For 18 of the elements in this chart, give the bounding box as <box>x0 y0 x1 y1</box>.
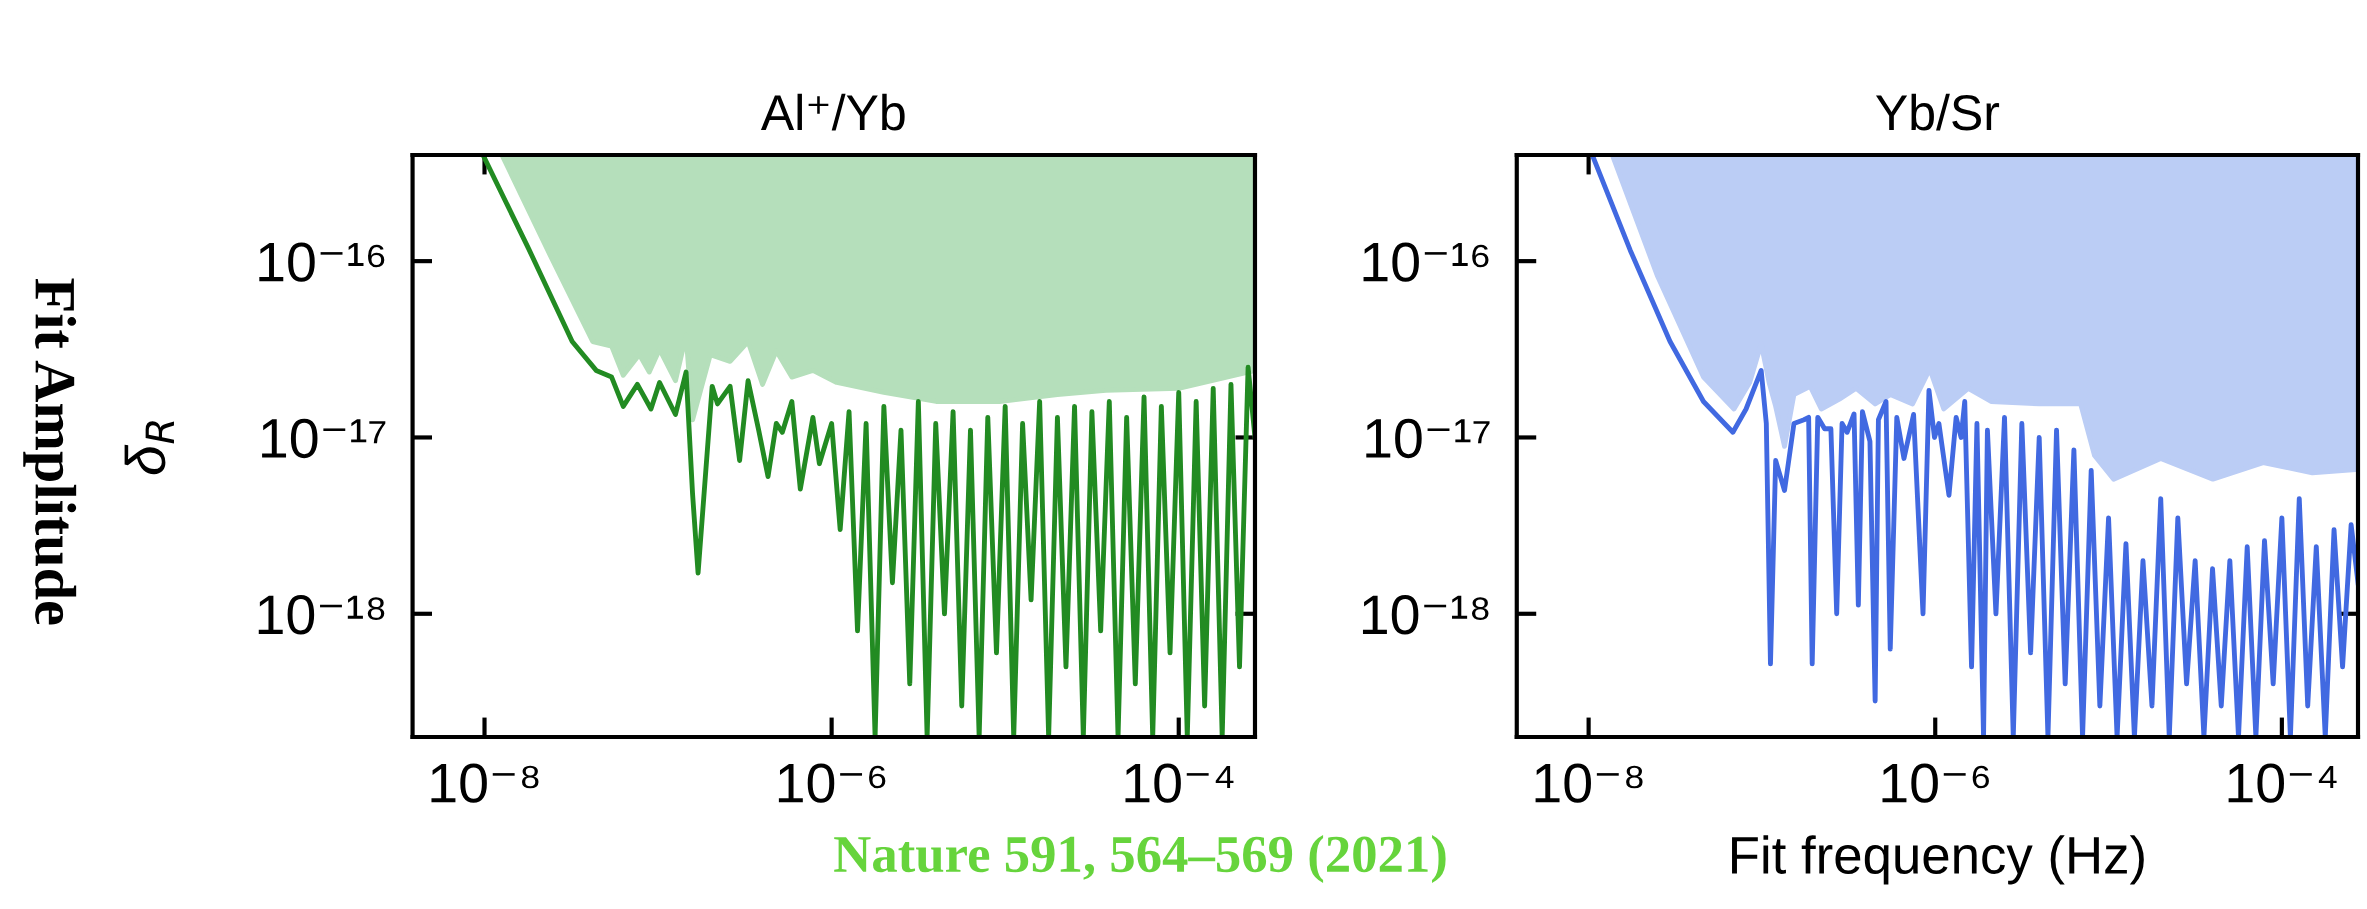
x-axis-title: Fit frequency (Hz) <box>1732 835 2144 885</box>
x-tick-label: 10⁻⁴ <box>1125 763 1234 803</box>
x-tick-label: 10⁻⁶ <box>778 763 886 803</box>
chart-title: Yb/Sr <box>1875 93 2000 131</box>
y-tick-label: 10⁻¹⁷ <box>262 418 386 459</box>
text: Nature 591, 564–569 (2021) <box>834 835 1446 883</box>
y-tick-label: 10⁻¹⁷ <box>1366 418 1490 459</box>
x-tick-label: 10⁻⁸ <box>1535 763 1643 803</box>
y-axis-title: δ$_{R}$ <box>124 421 174 475</box>
x-tick-label: 10⁻⁶ <box>1882 763 1989 803</box>
y-tick-label: 10⁻¹⁸ <box>258 595 385 635</box>
x-tick-label: 10⁻⁸ <box>431 763 539 803</box>
text: Fit Amplitude <box>23 278 77 625</box>
y-tick-label: 10⁻¹⁸ <box>1362 595 1489 635</box>
y-tick-label: 10⁻¹⁶ <box>1363 242 1489 282</box>
x-tick-label: 10⁻⁴ <box>2228 763 2337 803</box>
chart-title: Al⁺/Yb <box>760 93 905 131</box>
y-tick-label: 10⁻¹⁶ <box>259 242 385 282</box>
